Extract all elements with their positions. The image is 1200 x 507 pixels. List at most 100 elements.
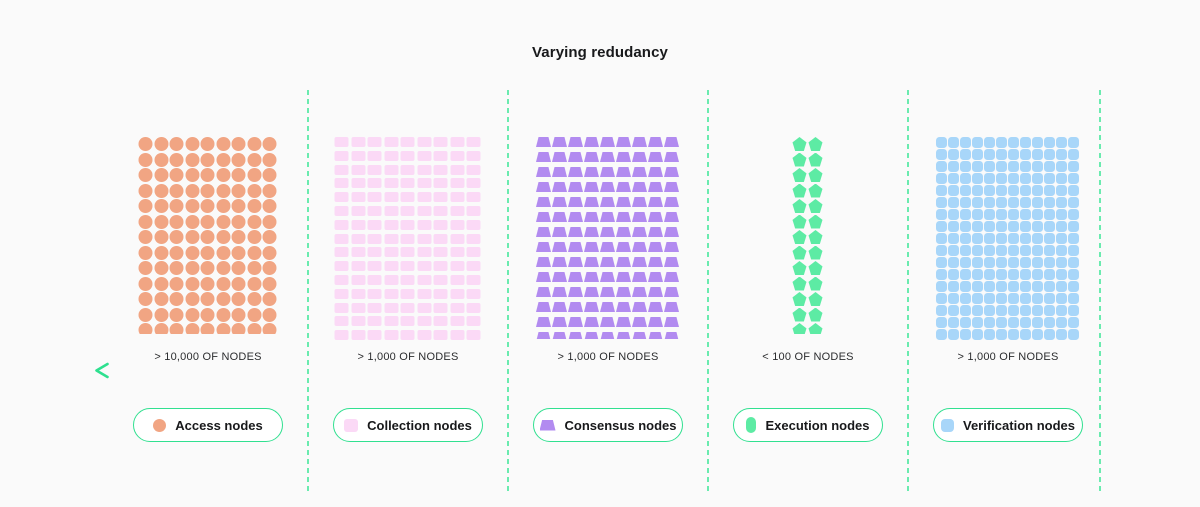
execution-node-shape [808, 199, 823, 213]
verification-node-shape [996, 221, 1007, 232]
collection-node-shape [417, 164, 431, 175]
verification-node-shape [960, 329, 971, 340]
verification-node-shape [936, 269, 947, 280]
collection-node-shape [417, 137, 431, 147]
collection-node-shape [450, 330, 464, 340]
access-node-shape [185, 199, 199, 213]
verification-node-shape [1044, 209, 1055, 220]
consensus-nodes-legend-pill[interactable]: Consensus nodes [533, 408, 683, 442]
verification-node-shape [1032, 317, 1043, 328]
consensus-node-shape [584, 257, 599, 267]
collection-node-shape [400, 288, 415, 299]
collection-node-shape [466, 330, 481, 340]
consensus-node-shape [664, 182, 679, 192]
access-node-shape [247, 137, 261, 151]
consensus-node-shape [536, 212, 551, 222]
access-node-shape [138, 292, 153, 306]
collection-node-shape [351, 274, 365, 285]
verification-node-shape [948, 221, 959, 232]
verification-node-shape [1068, 269, 1079, 280]
verification-node-shape [1044, 161, 1055, 172]
access-node-shape [231, 137, 246, 151]
verification-node-shape [972, 305, 983, 316]
consensus-node-shape [568, 197, 583, 207]
access-node-shape [231, 230, 246, 244]
access-node-shape [200, 137, 215, 151]
verification-node-shape [1044, 269, 1055, 280]
collection-node-shape [400, 178, 415, 189]
verification-node-shape [996, 317, 1007, 328]
verification-node-shape [1056, 305, 1067, 316]
verification-node-shape [948, 317, 959, 328]
access-node-shape [262, 137, 277, 151]
access-node-shape [247, 276, 261, 291]
collection-node-shape [351, 150, 365, 161]
verification-node-shape [1056, 209, 1067, 220]
verification-node-shape [996, 161, 1007, 172]
collection-node-shape [351, 247, 365, 258]
collection-node-shape [417, 274, 431, 285]
access-node-shape [138, 183, 153, 198]
consensus-node-shape [536, 272, 551, 282]
consensus-node-shape [600, 242, 615, 252]
access-node-shape [247, 261, 261, 275]
verification-nodes-legend-pill[interactable]: Verification nodes [933, 408, 1083, 442]
collection-node-shape [351, 137, 365, 147]
verification-node-shape [1008, 281, 1019, 292]
verification-node-shape [960, 317, 971, 328]
execution-nodes-legend-pill[interactable]: Execution nodes [733, 408, 883, 442]
consensus-node-shape [584, 242, 599, 252]
access-node-shape [154, 323, 168, 334]
consensus-node-shape [664, 332, 679, 339]
consensus-node-shape [616, 302, 631, 312]
verification-node-shape [996, 293, 1007, 304]
access-node-shape [138, 199, 153, 213]
collection-node-shape [367, 219, 382, 230]
consensus-node-shape [584, 197, 599, 207]
access-node-shape [247, 245, 261, 260]
access-node-shape [262, 230, 277, 244]
verification-node-shape [1008, 161, 1019, 172]
collection-node-shape [334, 137, 349, 147]
access-node-shape [138, 168, 153, 182]
collection-node-shape [450, 316, 464, 327]
collection-node-shape [466, 302, 481, 313]
collection-node-shape [384, 205, 398, 216]
verification-node-shape [1044, 245, 1055, 256]
verification-node-shape [1056, 185, 1067, 196]
access-node-shape [231, 152, 246, 167]
verification-node-shape [1032, 257, 1043, 268]
collection-node-shape [433, 330, 448, 340]
collection-nodes-legend-pill[interactable]: Collection nodes [333, 408, 483, 442]
verification-node-shape [1044, 149, 1055, 160]
collection-node-shape [466, 137, 481, 147]
verification-node-shape [936, 173, 947, 184]
verification-node-shape [984, 209, 995, 220]
collection-nodes-grid [334, 137, 482, 340]
access-node-shape [154, 230, 168, 244]
collection-node-shape [367, 178, 382, 189]
verification-node-shape [936, 305, 947, 316]
access-node-shape [138, 307, 153, 322]
verification-node-shape [1008, 173, 1019, 184]
access-node-shape [200, 199, 215, 213]
access-node-shape [262, 261, 277, 275]
access-node-shape [200, 307, 215, 322]
execution-node-shape [792, 323, 807, 334]
execution-node-shape [792, 292, 807, 306]
execution-nodes-grid [792, 137, 824, 334]
execution-node-shape [792, 307, 807, 322]
consensus-node-shape [552, 212, 567, 222]
verification-node-shape [960, 233, 971, 244]
dashed-separator [307, 90, 309, 491]
verification-node-shape [1068, 257, 1079, 268]
verification-node-shape [960, 305, 971, 316]
verification-node-shape [1020, 149, 1031, 160]
verification-node-shape [972, 269, 983, 280]
access-nodes-legend-pill[interactable]: Access nodes [133, 408, 283, 442]
collection-node-shape [367, 247, 382, 258]
consensus-node-shape [664, 152, 679, 162]
collection-node-shape [450, 137, 464, 147]
collection-node-shape [400, 219, 415, 230]
